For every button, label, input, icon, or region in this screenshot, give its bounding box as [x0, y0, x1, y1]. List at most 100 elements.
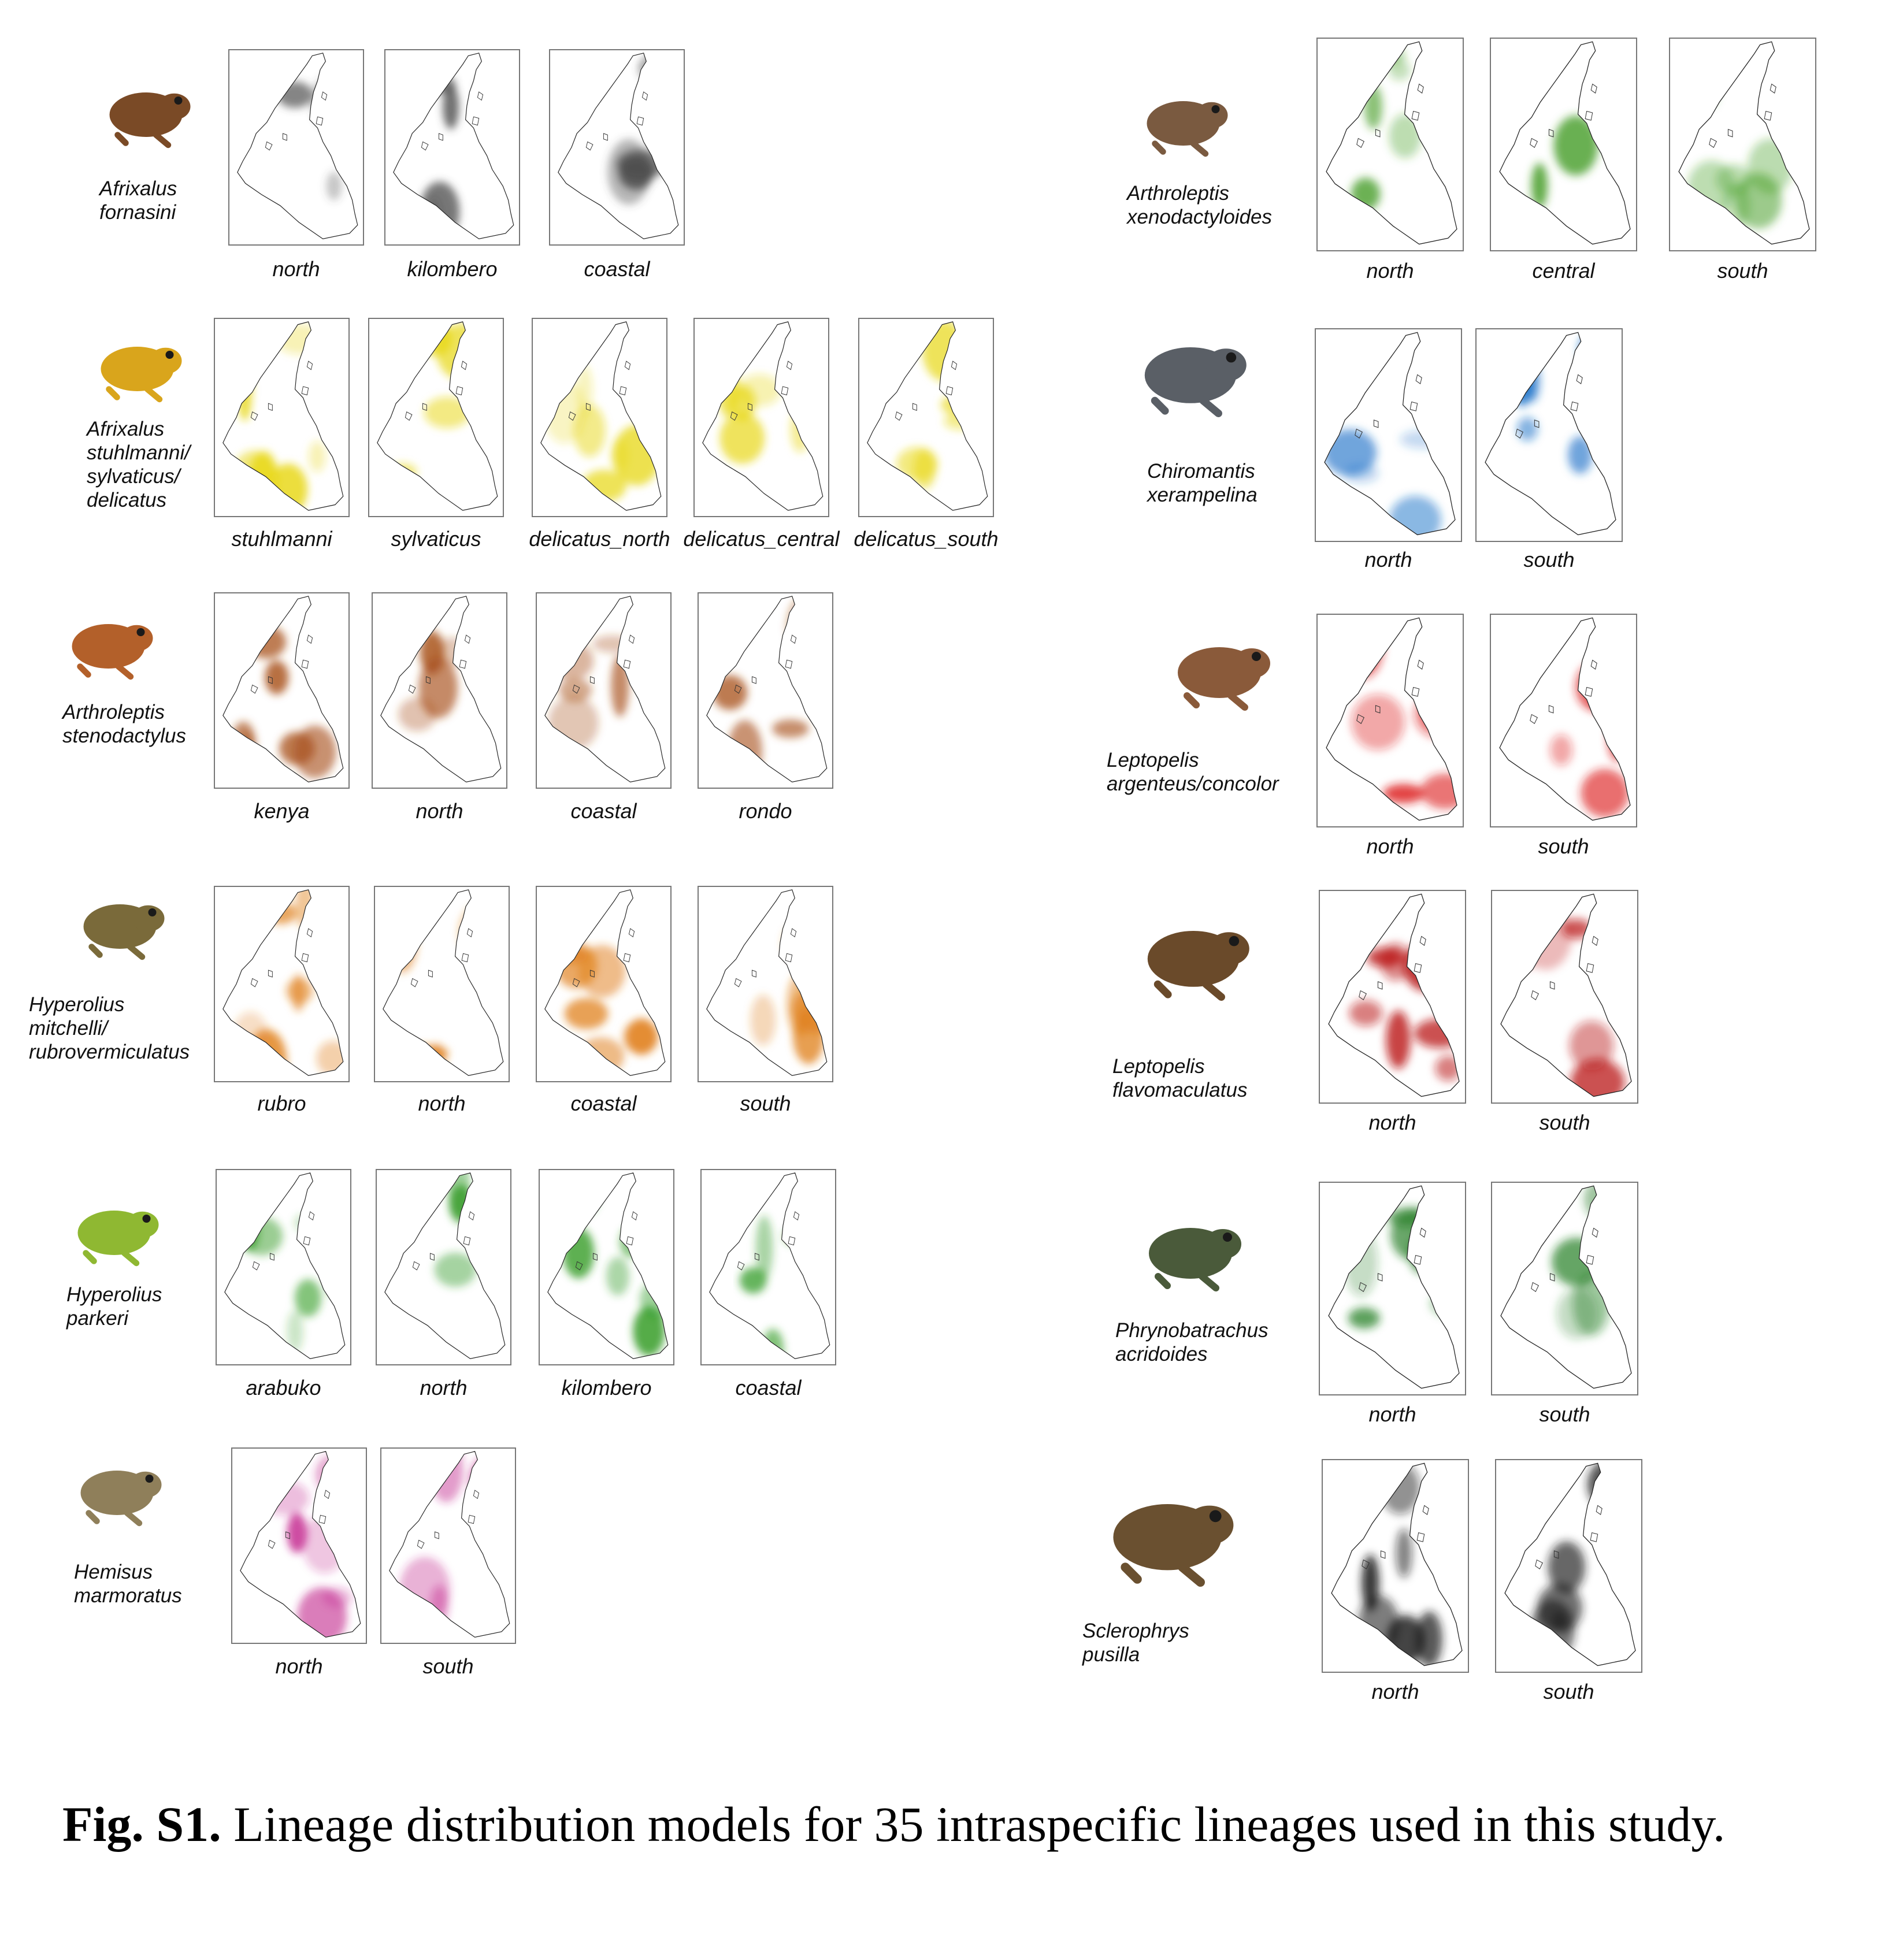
- species-name: Leptopelis argenteus/concolor: [1107, 749, 1279, 795]
- figure-caption: Fig. S1. Lineage distribution models for…: [62, 1793, 1831, 1855]
- frog-photo: [1133, 1196, 1248, 1306]
- species-name: Hemisus marmoratus: [74, 1561, 182, 1607]
- map-panel: rondo: [698, 592, 833, 823]
- map-panel: coastal: [549, 49, 685, 281]
- frog-photo: [87, 326, 188, 407]
- lineage-label: north: [1366, 259, 1414, 283]
- map-panel: north: [228, 49, 364, 281]
- lineage-label: coastal: [584, 257, 650, 281]
- distribution-map: [374, 886, 510, 1082]
- distribution-map: [214, 886, 350, 1082]
- lineage-label: arabuko: [246, 1376, 321, 1400]
- frog-photo: [95, 72, 196, 153]
- distribution-map: [1319, 1182, 1466, 1395]
- lineage-label: north: [272, 257, 320, 281]
- lineage-label: south: [740, 1092, 791, 1115]
- frog-photo: [64, 1190, 165, 1271]
- distribution-map: [1490, 614, 1637, 827]
- lineage-label: delicatus_north: [529, 527, 670, 551]
- map-panel: south: [1490, 614, 1637, 858]
- distribution-map: [1315, 328, 1462, 542]
- map-panel: north: [1315, 328, 1462, 571]
- distribution-map: [698, 886, 833, 1082]
- distribution-map: [384, 49, 520, 246]
- map-panel: kenya: [214, 592, 350, 823]
- species-name: Sclerophrys pusilla: [1082, 1620, 1189, 1666]
- map-panel: coastal: [536, 886, 672, 1115]
- species-name: Leptopelis flavomaculatus: [1112, 1055, 1248, 1101]
- distribution-map: [214, 592, 350, 789]
- distribution-map: [216, 1169, 351, 1365]
- frog-photo: [1092, 1473, 1242, 1595]
- distribution-map: [700, 1169, 836, 1365]
- map-panel: delicatus_south: [854, 318, 999, 551]
- distribution-map: [368, 318, 504, 517]
- distribution-map: [536, 886, 672, 1082]
- distribution-map: [1495, 1459, 1642, 1673]
- species-name: Afrixalus stuhlmanni/ sylvaticus/ delica…: [87, 418, 190, 511]
- lineage-label: north: [1366, 834, 1414, 858]
- frog-photo: [1162, 615, 1277, 725]
- map-panel: stuhlmanni: [214, 318, 350, 551]
- lineage-label: north: [418, 1092, 466, 1115]
- lineage-label: south: [1538, 834, 1589, 858]
- lineage-label: coastal: [570, 1092, 637, 1115]
- species-name: Hyperolius mitchelli/ rubrovermiculatus: [29, 993, 190, 1063]
- lineage-label: south: [1523, 548, 1575, 571]
- lineage-label: rondo: [739, 799, 792, 823]
- lineage-label: north: [420, 1376, 468, 1400]
- distribution-map: [1316, 614, 1464, 827]
- species-name: Hyperolius parkeri: [66, 1283, 162, 1330]
- map-panel: sylvaticus: [368, 318, 504, 551]
- distribution-map: [532, 318, 667, 517]
- species-name: Afrixalus fornasini: [99, 177, 177, 224]
- distribution-map: [693, 318, 829, 517]
- frog-photo: [1127, 321, 1254, 425]
- distribution-map: [214, 318, 350, 517]
- map-panel: south: [1475, 328, 1623, 571]
- distribution-map: [1491, 890, 1638, 1104]
- lineage-label: coastal: [735, 1376, 802, 1400]
- map-panel: delicatus_north: [529, 318, 670, 551]
- map-panel: delicatus_central: [683, 318, 840, 551]
- lineage-label: sylvaticus: [391, 527, 481, 551]
- map-panel: south: [1669, 38, 1816, 283]
- distribution-map: [536, 592, 672, 789]
- species-name: Chiromantis xerampelina: [1147, 460, 1257, 506]
- map-panel: south: [698, 886, 833, 1115]
- map-panel: north: [1319, 890, 1466, 1134]
- caption-label: Fig. S1.: [62, 1796, 221, 1852]
- distribution-map: [376, 1169, 511, 1365]
- distribution-map: [1491, 1182, 1638, 1395]
- lineage-label: north: [1368, 1111, 1416, 1134]
- distribution-map: [1319, 890, 1466, 1104]
- map-panel: north: [1319, 1182, 1466, 1426]
- lineage-label: kenya: [254, 799, 310, 823]
- map-panel: south: [1491, 890, 1638, 1134]
- lineage-label: coastal: [570, 799, 637, 823]
- lineage-label: rubro: [257, 1092, 306, 1115]
- lineage-label: north: [416, 799, 463, 823]
- lineage-label: north: [1368, 1402, 1416, 1426]
- distribution-map: [1490, 38, 1637, 251]
- frog-photo: [1130, 896, 1257, 1017]
- map-panel: kilombero: [539, 1169, 674, 1400]
- lineage-label: kilombero: [407, 257, 498, 281]
- frog-photo: [66, 1450, 168, 1531]
- distribution-map: [380, 1447, 516, 1644]
- lineage-label: south: [1539, 1111, 1590, 1134]
- lineage-label: north: [275, 1654, 323, 1678]
- distribution-map: [1669, 38, 1816, 251]
- species-name: Arthroleptis stenodactylus: [62, 701, 187, 747]
- lineage-label: south: [1543, 1680, 1594, 1703]
- map-panel: central: [1490, 38, 1637, 283]
- lineage-label: stuhlmanni: [231, 527, 332, 551]
- distribution-map: [549, 49, 685, 246]
- lineage-label: kilombero: [561, 1376, 652, 1400]
- map-panel: south: [1495, 1459, 1642, 1703]
- distribution-map: [698, 592, 833, 789]
- distribution-map: [231, 1447, 367, 1644]
- map-panel: rubro: [214, 886, 350, 1115]
- distribution-map: [372, 592, 507, 789]
- map-panel: arabuko: [216, 1169, 351, 1400]
